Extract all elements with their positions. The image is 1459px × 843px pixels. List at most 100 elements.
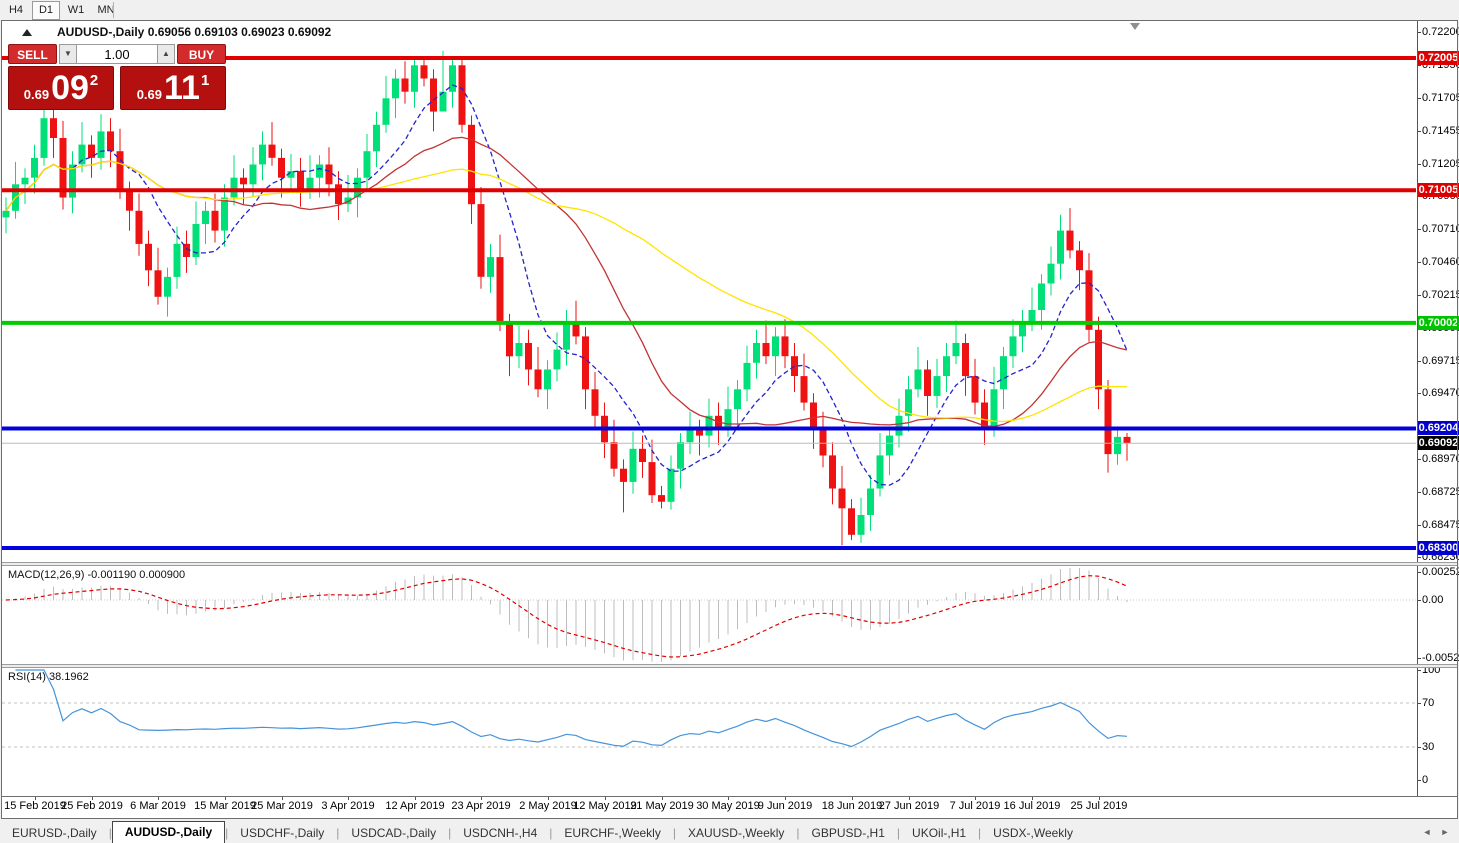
timeframe-button-d1[interactable]: D1 [32,1,60,20]
tab-usdcnh-h4[interactable]: USDCNH-,H4 [463,826,538,840]
date-axis-background [2,797,1457,818]
rsi-axis-label: 0 [1422,774,1429,786]
tab-usdcad-daily[interactable]: USDCAD-,Daily [351,826,437,840]
one-click-trade-panel: SELL ▼ 1.00 ▲ BUY 0.69 09 2 0.69 11 1 [8,44,226,110]
date-tickmark [348,797,349,800]
tab-separator: | [448,826,452,840]
chart-shift-marker-icon [1130,23,1140,30]
date-tickmark [548,797,549,800]
date-tickmark [975,797,976,800]
price-axis-tickmark [1417,262,1421,263]
date-tickmark [225,797,226,800]
price-axis-tick: 0.70215 [1422,289,1459,301]
volume-decrease-icon[interactable]: ▼ [59,44,77,64]
price-axis-tick: 0.70710 [1422,223,1459,235]
tab-gbpusd-h1[interactable]: GBPUSD-,H1 [811,826,885,840]
price-axis-tick: 0.68475 [1422,519,1459,531]
date-tickmark [662,797,663,800]
date-tickmark [481,797,482,800]
rsi-axis-tickmark [1417,780,1421,781]
sell-button[interactable]: SELL [8,44,57,64]
timeframe-toolbar: H4 D1 W1 MN [0,0,1459,20]
timeframe-button-mn[interactable]: MN [97,4,115,16]
macd-axis-label: 0.002522 [1422,566,1459,578]
price-axis-tickmark [1417,32,1421,33]
price-level-label-069092: 0.69092 [1418,436,1459,450]
macd-axis-tickmark [1417,658,1421,659]
date-label: 30 May 2019 [696,800,760,812]
date-label: 7 Jul 2019 [949,800,1001,812]
tab-separator: | [978,826,982,840]
tab-ukoil-h1[interactable]: UKOil-,H1 [912,826,967,840]
rsi-axis-label: 30 [1422,741,1435,753]
price-axis-tick: 0.69470 [1422,387,1459,399]
tab-eurchf-weekly[interactable]: EURCHF-,Weekly [564,826,661,840]
tab-usdchf-daily[interactable]: USDCHF-,Daily [240,826,325,840]
price-level-label-072005: 0.72005 [1418,51,1459,65]
price-axis-tickmark [1417,361,1421,362]
price-axis-tickmark [1417,164,1421,165]
tab-separator: | [896,826,901,840]
price-axis-tick: 0.69715 [1422,355,1459,367]
date-tickmark [785,797,786,800]
buy-price-sup: 1 [200,71,210,89]
pane-splitter-macd[interactable] [2,562,1457,566]
date-label: 21 May 2019 [630,800,694,812]
date-label: 27 Jun 2019 [878,800,940,812]
timeframe-button-h4[interactable]: H4 [8,4,24,16]
date-label: 18 Jun 2019 [821,800,883,812]
tab-scroll-left-icon[interactable]: ◄ [1422,827,1432,837]
toolbar-separator [113,2,114,18]
buy-quote-box[interactable]: 0.69 11 1 [120,66,226,110]
date-label: 15 Feb 2019 [4,800,66,812]
date-label: 12 Apr 2019 [385,800,445,812]
price-axis-tickmark [1417,98,1421,99]
date-tickmark [35,797,36,800]
date-tickmark [1099,797,1100,800]
price-axis-tickmark [1417,65,1421,66]
buy-button[interactable]: BUY [177,44,226,64]
price-axis-tickmark [1417,131,1421,132]
date-label: 12 May 2019 [573,800,637,812]
date-tickmark [92,797,93,800]
macd-axis-label: -0.00523 [1422,652,1459,664]
sell-quote-box[interactable]: 0.69 09 2 [8,66,114,110]
rsi-axis-tickmark [1417,670,1421,671]
date-label: 25 Jul 2019 [1070,800,1128,812]
tab-usdx-weekly[interactable]: USDX-,Weekly [993,826,1073,840]
volume-increase-icon[interactable]: ▲ [157,44,175,64]
price-axis-tickmark [1417,557,1421,558]
tab-scroll-right-icon[interactable]: ► [1440,827,1450,837]
buy-price-big: 11 [164,69,200,107]
date-tickmark [909,797,910,800]
price-axis-tick: 0.68725 [1422,486,1459,498]
price-axis-tickmark [1417,492,1421,493]
price-axis-tickmark [1417,525,1421,526]
price-axis-tick: 0.71705 [1422,92,1459,104]
volume-input[interactable]: 1.00 [77,44,157,64]
tab-separator: | [225,826,229,840]
date-label: 16 Jul 2019 [1003,800,1061,812]
tab-eurusd-daily[interactable]: EURUSD-,Daily [12,826,97,840]
date-tickmark [158,797,159,800]
sell-price-big: 09 [51,69,89,107]
pane-splitter-rsi[interactable] [2,664,1457,668]
price-axis-tick: 0.68970 [1422,453,1459,465]
macd-axis-tickmark [1417,572,1421,573]
sell-price-prefix: 0.69 [23,86,50,102]
buy-price-prefix: 0.69 [136,86,162,102]
price-axis-tick: 0.72200 [1422,26,1459,38]
macd-label: MACD(12,26,9) -0.001190 0.000900 [8,569,186,581]
date-tickmark [852,797,853,800]
tab-separator: | [108,826,112,840]
date-tickmark [605,797,606,800]
rsi-axis-label: 70 [1422,697,1435,709]
tab-xauusd-weekly[interactable]: XAUUSD-,Weekly [687,826,785,840]
one-click-panel-toggle-icon[interactable] [22,29,32,36]
price-axis-tick: 0.71205 [1422,158,1459,170]
price-level-label-069204: 0.69204 [1418,421,1459,435]
timeframe-button-w1[interactable]: W1 [67,4,85,16]
tab-audusd-daily[interactable]: AUDUSD-,Daily [111,821,226,843]
macd-axis-tickmark [1417,600,1421,601]
chart-tab-bar: EURUSD-,Daily | AUDUSD-,Daily | USDCHF-,Dail… [0,819,1459,843]
